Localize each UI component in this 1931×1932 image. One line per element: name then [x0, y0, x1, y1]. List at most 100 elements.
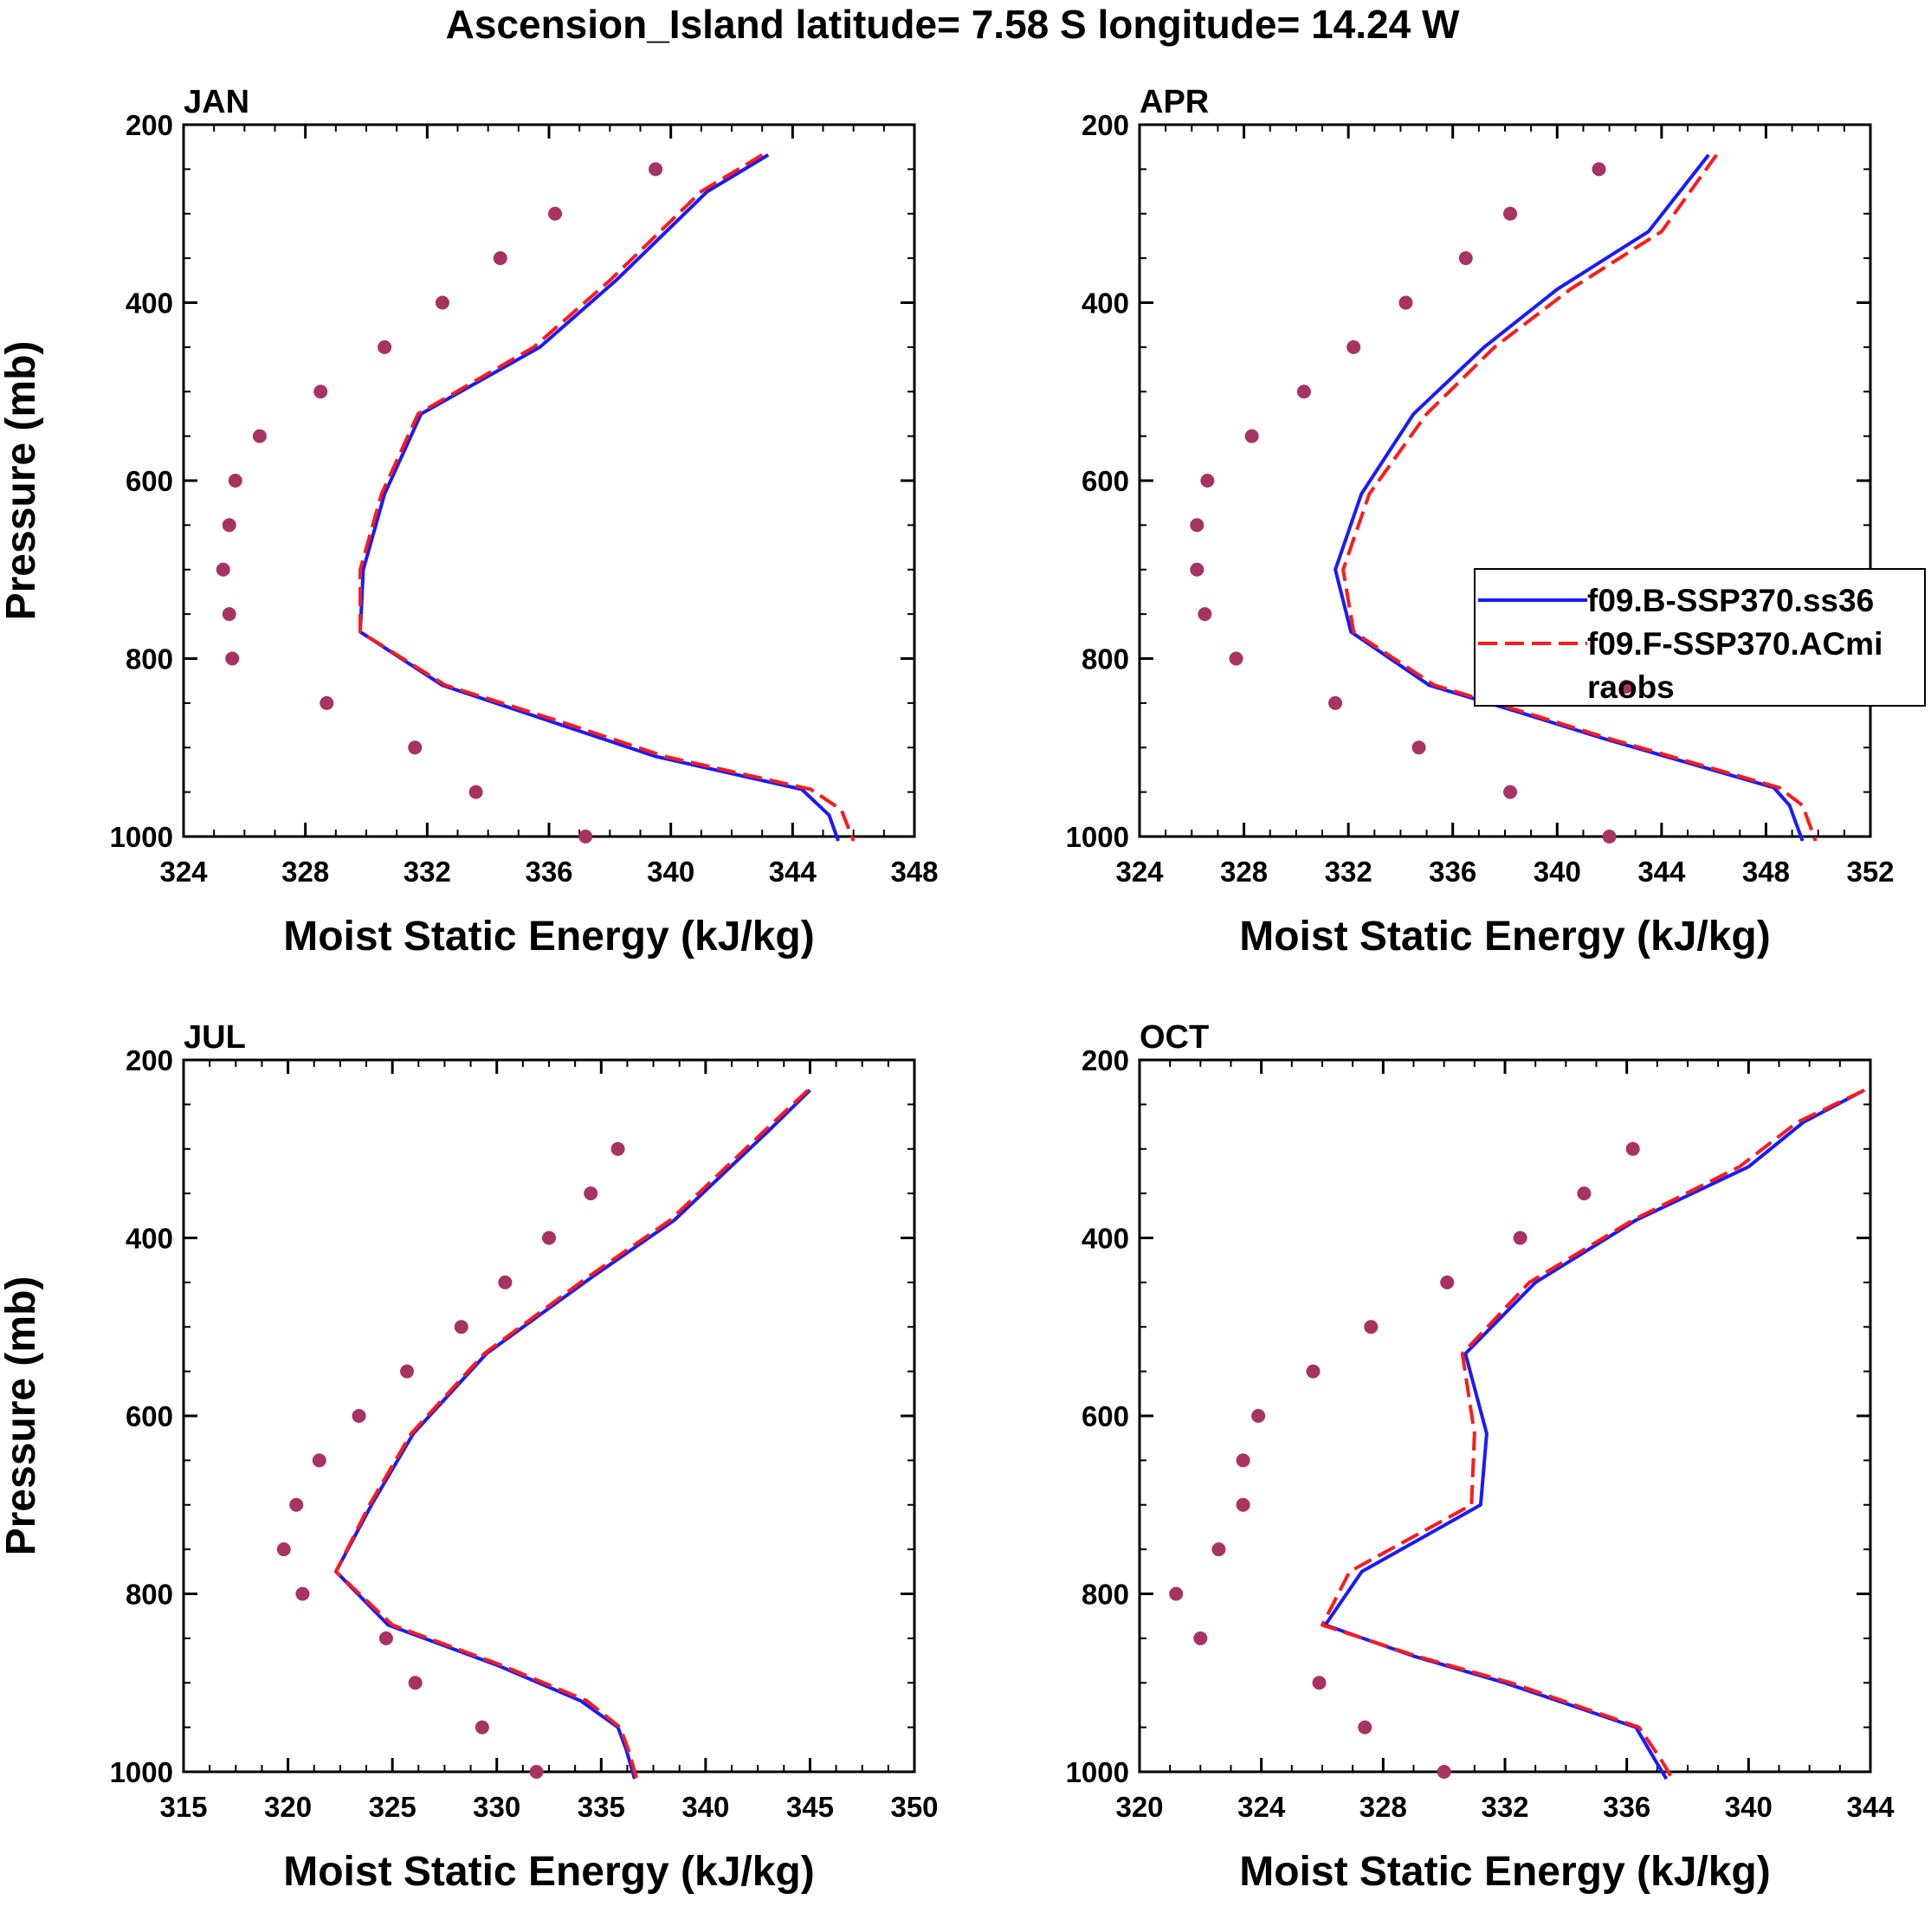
- series-line-b-ssp370: [358, 153, 840, 842]
- series-line-f-ssp370: [1341, 153, 1818, 842]
- x-axis-label: Moist Static Energy (kJ/kg): [1239, 1849, 1770, 1895]
- raobs-point: [1592, 162, 1606, 177]
- y-tick-label: 400: [126, 1223, 173, 1255]
- raobs-point: [1503, 785, 1518, 799]
- chart-panel-oct: OCT 320 324 328 332 336 340 344 200 400 600 800 1000…: [1066, 1019, 1895, 1895]
- x-tick-label: 320: [1115, 1791, 1163, 1823]
- x-tick-label: 328: [1359, 1791, 1407, 1823]
- raobs-point: [222, 607, 236, 622]
- y-tick-label: 400: [126, 288, 173, 320]
- x-tick-label: 352: [1846, 856, 1894, 888]
- raobs-point: [1229, 651, 1243, 666]
- panels-container: JAN 324 328 332 336 340 344 348 200 400 600 800 1000…: [0, 84, 1926, 1895]
- raobs-point: [498, 1275, 513, 1289]
- raobs-point: [649, 162, 663, 177]
- raobs-point: [408, 740, 423, 755]
- x-tick-label: 324: [1237, 1791, 1286, 1823]
- plot-frame: [1138, 123, 1872, 838]
- raobs-point: [1306, 1364, 1321, 1379]
- y-tick-label: 600: [1082, 465, 1129, 497]
- raobs-point: [222, 518, 236, 533]
- raobs-point: [1602, 830, 1617, 843]
- x-tick-label: 332: [1325, 856, 1372, 888]
- legend: f09.B-SSP370.ss36 f09.F-SSP370.ACmi raobs: [1474, 568, 1926, 707]
- raobs-point: [435, 295, 449, 310]
- series-line-f-ssp370: [358, 153, 856, 842]
- raobs-point: [475, 1720, 489, 1735]
- x-tick-label: 344: [769, 856, 817, 888]
- plot-frame: [182, 123, 916, 838]
- raobs-point: [1398, 295, 1413, 310]
- x-tick-label: 350: [890, 1791, 938, 1823]
- raobs-point: [216, 562, 230, 577]
- series-raobs-markers: [1190, 162, 1617, 843]
- raobs-point: [1411, 740, 1426, 755]
- raobs-point: [1358, 1720, 1372, 1735]
- raobs-point: [578, 830, 593, 843]
- legend-label: f09.B-SSP370.ss36: [1587, 583, 1874, 618]
- x-tick-label: 340: [647, 856, 694, 888]
- y-tick-label: 200: [1082, 109, 1129, 141]
- y-axis-label: Pressure (mb): [0, 1276, 44, 1556]
- x-tick-label: 325: [369, 1791, 417, 1823]
- panel-title-apr: APR: [1140, 84, 1209, 120]
- raobs-point: [289, 1497, 304, 1512]
- x-tick-label: 332: [1481, 1791, 1528, 1823]
- x-tick-label: 332: [404, 856, 451, 888]
- raobs-point: [1312, 1676, 1327, 1690]
- y-tick-label: 800: [1082, 1579, 1129, 1611]
- y-tick-label: 800: [126, 1579, 173, 1611]
- raobs-point: [454, 1320, 468, 1334]
- y-tick-label: 600: [126, 1400, 173, 1432]
- raobs-point: [1577, 1186, 1592, 1201]
- panel-title-jul: JUL: [184, 1019, 246, 1056]
- raobs-point: [276, 1542, 291, 1557]
- raobs-point: [1458, 251, 1473, 266]
- raobs-point: [1437, 1765, 1451, 1779]
- y-tick-label: 400: [1082, 288, 1129, 320]
- y-tick-label: 1000: [110, 821, 173, 853]
- series-line-f-ssp370: [1321, 1089, 1865, 1780]
- y-tick-label: 800: [126, 643, 173, 675]
- raobs-point: [1198, 607, 1212, 622]
- raobs-point: [1236, 1453, 1250, 1468]
- raobs-point: [1200, 474, 1215, 488]
- series-raobs-markers: [276, 1141, 625, 1779]
- x-tick-label: 328: [1220, 856, 1268, 888]
- y-axis-label: Pressure (mb): [0, 341, 44, 621]
- raobs-point: [1440, 1275, 1455, 1289]
- x-tick-label: 320: [264, 1791, 312, 1823]
- legend-label: f09.F-SSP370.ACmi: [1587, 626, 1883, 662]
- series-raobs-markers: [1169, 1141, 1640, 1779]
- raobs-point: [1296, 384, 1311, 399]
- x-tick-label: 344: [1846, 1791, 1895, 1823]
- y-tick-label: 600: [1082, 1400, 1129, 1432]
- raobs-point: [584, 1186, 598, 1201]
- panel-title-oct: OCT: [1140, 1019, 1209, 1056]
- chart-panel-jul: JUL 315 320 325 330 335 340 345 350 200 400 600 800 1…: [0, 1019, 939, 1895]
- raobs-point: [1364, 1320, 1379, 1334]
- series-line-b-ssp370: [334, 1089, 811, 1780]
- panel-title-jan: JAN: [184, 84, 249, 120]
- x-tick-label: 340: [1725, 1791, 1773, 1823]
- y-tick-label: 1000: [1066, 821, 1129, 853]
- chart-panel-jan: JAN 324 328 332 336 340 344 348 200 400 600 800 1000…: [0, 84, 939, 960]
- raobs-point: [1625, 1141, 1640, 1156]
- x-tick-label: 324: [159, 856, 208, 888]
- raobs-point: [548, 206, 563, 221]
- raobs-point: [468, 785, 483, 799]
- raobs-point: [400, 1364, 415, 1379]
- raobs-point: [312, 1453, 326, 1468]
- legend-label: raobs: [1587, 669, 1675, 705]
- raobs-point: [352, 1409, 366, 1423]
- raobs-point: [1211, 1542, 1226, 1557]
- x-tick-label: 348: [890, 856, 938, 888]
- raobs-point: [225, 651, 240, 666]
- series-line-b-ssp370: [1334, 153, 1805, 842]
- x-tick-label: 335: [578, 1791, 625, 1823]
- x-tick-label: 328: [281, 856, 329, 888]
- raobs-point: [1193, 1631, 1208, 1645]
- series-line-b-ssp370: [1323, 1089, 1865, 1780]
- raobs-point: [295, 1586, 310, 1601]
- raobs-point: [378, 1631, 393, 1645]
